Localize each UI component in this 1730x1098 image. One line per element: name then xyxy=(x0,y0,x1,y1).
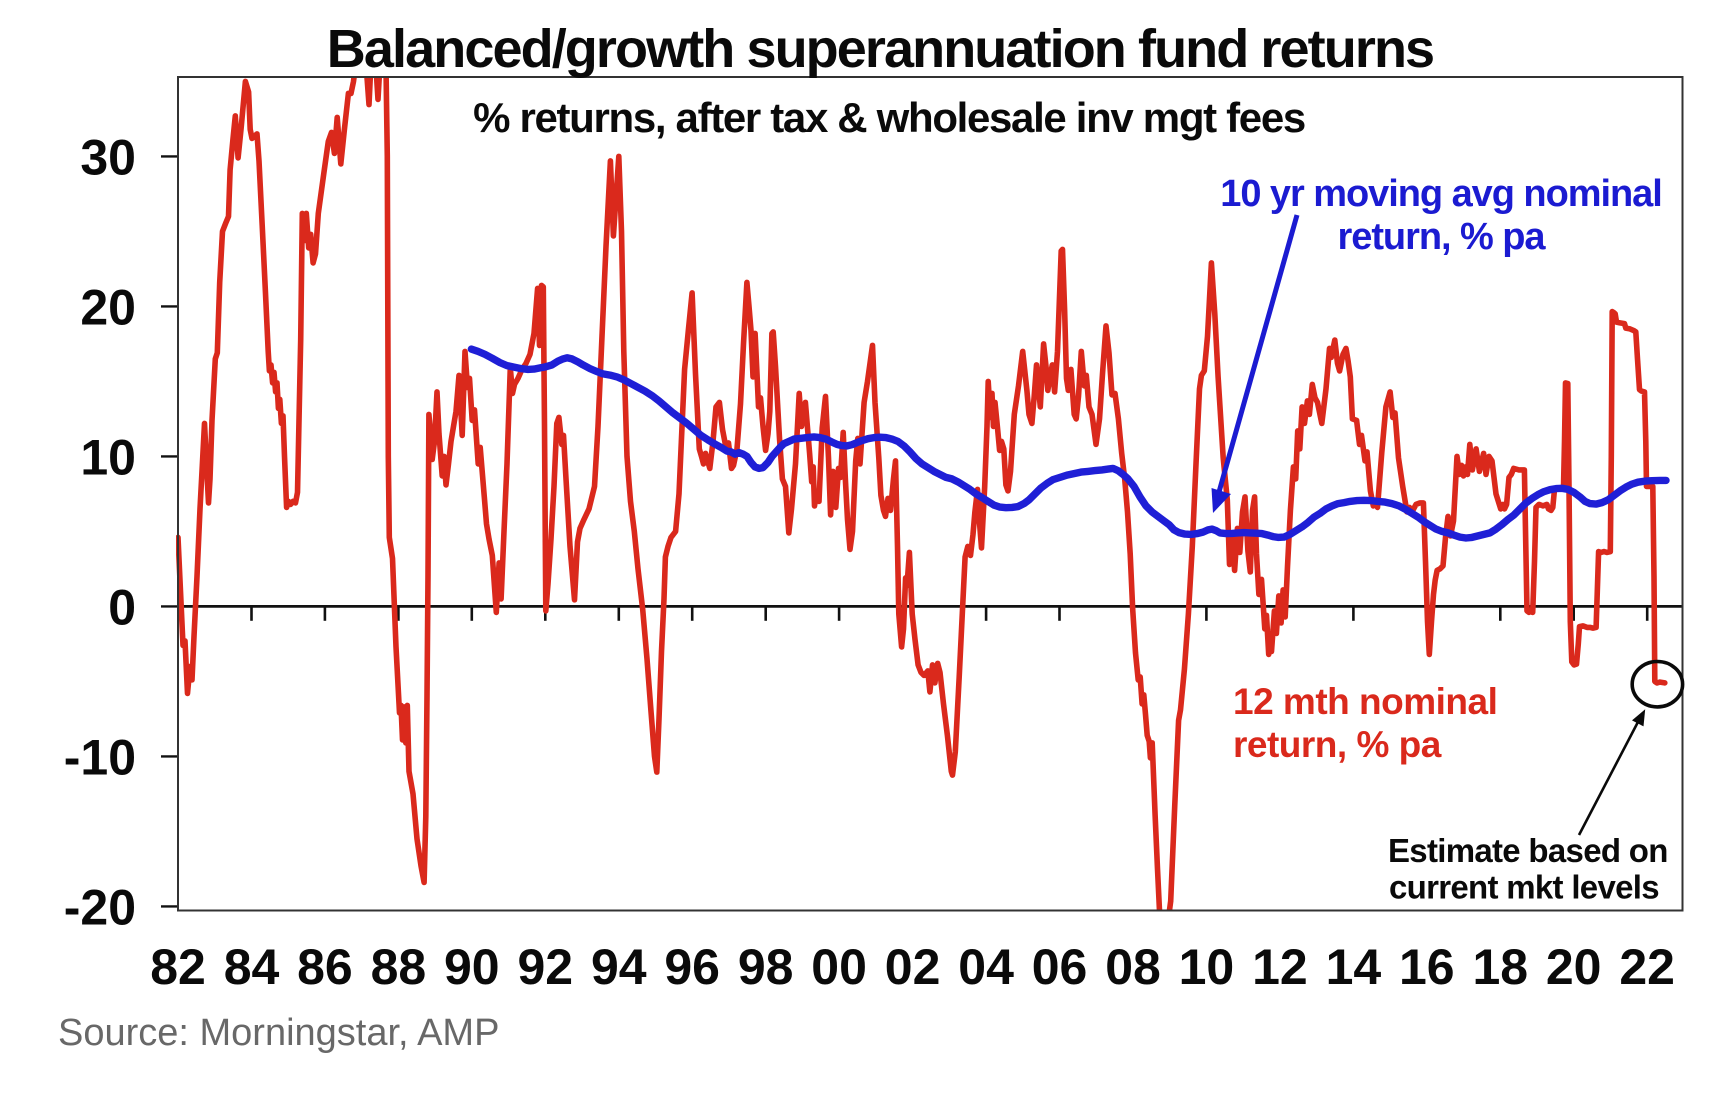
svg-text:86: 86 xyxy=(297,939,353,995)
svg-text:08: 08 xyxy=(1105,939,1161,995)
svg-text:06: 06 xyxy=(1032,939,1088,995)
svg-text:94: 94 xyxy=(591,939,647,995)
svg-text:-20: -20 xyxy=(64,880,136,936)
svg-text:02: 02 xyxy=(885,939,941,995)
svg-text:12: 12 xyxy=(1252,939,1308,995)
svg-text:96: 96 xyxy=(664,939,720,995)
svg-text:Source: Morningstar, AMP: Source: Morningstar, AMP xyxy=(58,1012,499,1054)
svg-text:16: 16 xyxy=(1399,939,1455,995)
svg-text:20: 20 xyxy=(80,280,136,336)
svg-text:% returns, after tax & wholesa: % returns, after tax & wholesale inv mgt… xyxy=(473,94,1305,141)
svg-text:return, % pa: return, % pa xyxy=(1338,216,1547,258)
svg-text:10 yr moving avg nominal: 10 yr moving avg nominal xyxy=(1220,173,1662,215)
svg-text:20: 20 xyxy=(1546,939,1602,995)
svg-text:-10: -10 xyxy=(64,730,136,786)
svg-text:00: 00 xyxy=(811,939,867,995)
svg-text:30: 30 xyxy=(80,130,136,186)
svg-text:88: 88 xyxy=(371,939,427,995)
svg-text:92: 92 xyxy=(517,939,573,995)
svg-text:0: 0 xyxy=(108,580,136,636)
svg-text:12 mth nominal: 12 mth nominal xyxy=(1233,681,1497,722)
svg-text:82: 82 xyxy=(150,939,206,995)
svg-text:return, % pa: return, % pa xyxy=(1233,724,1442,765)
svg-text:10: 10 xyxy=(1179,939,1235,995)
svg-text:10: 10 xyxy=(80,430,136,486)
svg-text:Balanced/growth superannuation: Balanced/growth superannuation fund retu… xyxy=(327,19,1433,79)
svg-text:current mkt levels: current mkt levels xyxy=(1389,869,1659,906)
svg-text:18: 18 xyxy=(1472,939,1528,995)
svg-text:Estimate based on: Estimate based on xyxy=(1388,832,1668,869)
svg-text:98: 98 xyxy=(738,939,794,995)
svg-text:04: 04 xyxy=(958,939,1014,995)
svg-text:22: 22 xyxy=(1619,939,1675,995)
svg-text:14: 14 xyxy=(1326,939,1382,995)
svg-text:84: 84 xyxy=(224,939,280,995)
svg-text:90: 90 xyxy=(444,939,500,995)
